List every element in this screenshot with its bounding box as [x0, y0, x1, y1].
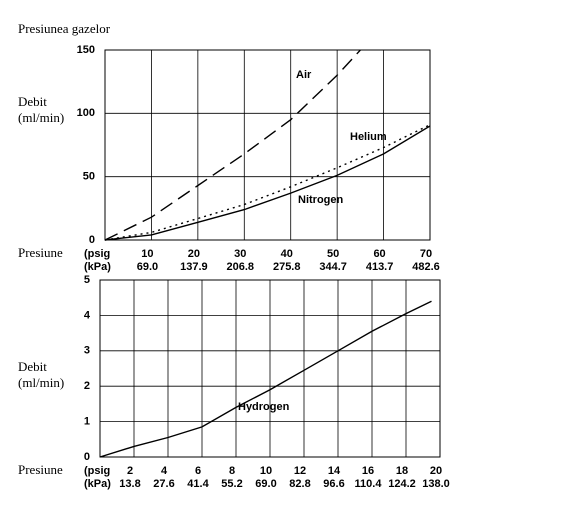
- x-tick-label: 18: [396, 465, 408, 477]
- x2-tick-label: 13.8: [119, 478, 140, 490]
- x2-tick-label: 138.0: [422, 478, 450, 490]
- x-unit-label: (psig: [84, 248, 110, 260]
- y-tick-label: 100: [77, 107, 95, 119]
- x-tick-label: 10: [141, 248, 153, 260]
- x-tick-label: 2: [127, 465, 133, 477]
- x-tick-label: 14: [328, 465, 341, 477]
- x2-tick-label: 413.7: [366, 261, 394, 273]
- plot-frame: [99, 279, 441, 458]
- y-tick-label: 5: [84, 274, 90, 286]
- x2-tick-label: 69.0: [255, 478, 276, 490]
- series-line: [99, 300, 432, 458]
- series-line: [104, 49, 361, 241]
- x2-tick-label: 55.2: [221, 478, 242, 490]
- y-axis-label: Debit: [18, 94, 47, 109]
- series-label: Helium: [350, 131, 387, 143]
- y-tick-label: 150: [77, 44, 95, 56]
- x2-tick-label: 137.9: [180, 261, 208, 273]
- x-tick-label: 50: [327, 248, 339, 260]
- x2-unit-label: (kPa): [84, 478, 111, 490]
- x2-tick-label: 82.8: [289, 478, 310, 490]
- y-tick-label: 1: [84, 416, 90, 428]
- x2-tick-label: 206.8: [227, 261, 255, 273]
- x2-tick-label: 482.6: [412, 261, 440, 273]
- x-tick-label: 60: [373, 248, 385, 260]
- x2-tick-label: 27.6: [153, 478, 174, 490]
- x2-tick-label: 41.4: [187, 478, 209, 490]
- y-axis-label: (ml/min): [18, 110, 64, 125]
- x-axis-label: Presiune: [18, 462, 63, 477]
- x-tick-label: 12: [294, 465, 306, 477]
- y-tick-label: 0: [89, 234, 95, 246]
- x2-tick-label: 110.4: [355, 478, 383, 490]
- series-label: Nitrogen: [298, 194, 344, 206]
- series-label: Hydrogen: [238, 401, 290, 413]
- y-tick-label: 4: [84, 309, 91, 321]
- x-tick-label: 16: [362, 465, 374, 477]
- x2-unit-label: (kPa): [84, 261, 111, 273]
- x-tick-label: 10: [260, 465, 272, 477]
- x2-tick-label: 124.2: [388, 478, 416, 490]
- x2-tick-label: 96.6: [323, 478, 344, 490]
- x-tick-label: 20: [430, 465, 442, 477]
- y-axis-label: Debit: [18, 359, 47, 374]
- series-line: [104, 124, 431, 241]
- series-line: [104, 125, 431, 241]
- y-tick-label: 50: [83, 171, 95, 183]
- x-unit-label: (psig: [84, 465, 110, 477]
- x-tick-label: 70: [420, 248, 432, 260]
- y-tick-label: 0: [84, 451, 90, 463]
- y-tick-label: 2: [84, 380, 90, 392]
- chart-title: Presiunea gazelor: [18, 21, 111, 36]
- x2-tick-label: 275.8: [273, 261, 301, 273]
- y-axis-label: (ml/min): [18, 375, 64, 390]
- x-tick-label: 4: [161, 465, 168, 477]
- plot-frame: [104, 49, 431, 241]
- series-label: Air: [296, 69, 312, 81]
- x-tick-label: 20: [188, 248, 200, 260]
- x-tick-label: 40: [281, 248, 293, 260]
- x-tick-label: 6: [195, 465, 201, 477]
- y-tick-label: 3: [84, 345, 90, 357]
- x-tick-label: 30: [234, 248, 246, 260]
- x2-tick-label: 344.7: [319, 261, 347, 273]
- x-tick-label: 8: [229, 465, 235, 477]
- x-axis-label: Presiune: [18, 245, 63, 260]
- x2-tick-label: 69.0: [137, 261, 158, 273]
